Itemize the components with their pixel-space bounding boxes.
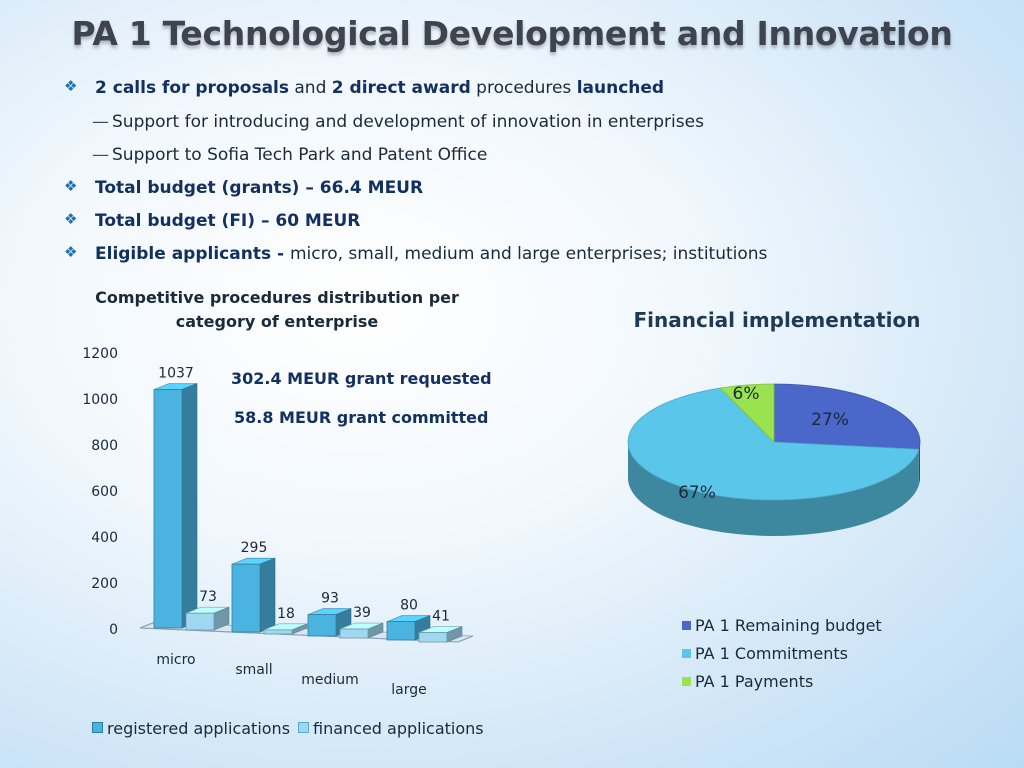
legend-swatch-icon xyxy=(682,649,691,658)
dash-bullet-icon: — xyxy=(92,112,109,132)
sub-bullet-text: Support for introducing and development … xyxy=(112,112,704,132)
legend-swatch-icon xyxy=(298,722,309,733)
bar-registered-applications-small xyxy=(231,563,261,633)
chart-floor xyxy=(139,621,474,643)
y-tick-label: 200 xyxy=(91,576,118,592)
legend-financed: financed applications xyxy=(298,719,484,738)
bar-financed-applications-large xyxy=(418,632,448,643)
data-label: 41 xyxy=(432,609,450,625)
bar-top xyxy=(263,623,308,631)
legend-label: PA 1 Remaining budget xyxy=(695,616,882,635)
pie-value-label: 67% xyxy=(678,483,716,503)
data-label: 80 xyxy=(400,598,418,614)
legend-registered: registered applications xyxy=(92,719,290,738)
legend-swatch-icon xyxy=(682,677,691,686)
x-tick-label: large xyxy=(391,682,426,698)
y-tick-label: 400 xyxy=(91,530,118,546)
bar-side xyxy=(259,557,276,633)
bullet-text: procedures xyxy=(470,78,577,98)
bullet-text: Total budget (grants) – 66.4 MEUR xyxy=(95,178,424,198)
y-tick-label: 1000 xyxy=(82,392,118,408)
bar-financed-applications-micro xyxy=(185,612,215,631)
legend-swatch-icon xyxy=(92,722,103,733)
data-label: 73 xyxy=(199,589,217,605)
diamond-bullet-icon: ❖ xyxy=(64,210,78,228)
bar-financed-applications-small xyxy=(263,629,293,635)
legend-swatch-icon xyxy=(682,621,691,630)
bullet-text: and xyxy=(288,78,332,98)
legend-label: registered applications xyxy=(107,719,291,738)
diamond-bullet-icon: ❖ xyxy=(64,243,78,261)
pie-chart-title: Financial implementation xyxy=(633,308,921,332)
pie-slice-PA-1-Remaining-budget xyxy=(773,383,921,450)
diamond-bullet-icon: ❖ xyxy=(64,77,78,95)
bar-top xyxy=(339,622,384,630)
bar-side xyxy=(367,622,384,639)
bar-top xyxy=(386,615,431,622)
bar-registered-applications-micro xyxy=(153,389,183,629)
bar-top xyxy=(185,606,230,614)
bar-top xyxy=(231,557,276,565)
y-tick-label: 600 xyxy=(91,484,118,500)
legend-label: financed applications xyxy=(313,719,484,738)
bullet-text: 2 calls for proposals xyxy=(95,78,289,98)
y-tick-label: 800 xyxy=(91,438,118,454)
data-label: 295 xyxy=(241,540,268,556)
bar-side xyxy=(414,615,431,641)
bullet-text: 2 direct award xyxy=(331,78,471,98)
bar-side xyxy=(335,608,352,637)
legend-remaining: PA 1 Remaining budget xyxy=(682,616,882,635)
data-label: 93 xyxy=(321,591,339,607)
bullet-text: Total budget (FI) – 60 MEUR xyxy=(95,211,361,231)
bar-registered-applications-large xyxy=(386,621,416,641)
bullet-text: Eligible applicants - xyxy=(95,244,290,264)
pie-slice-PA-1-Commitments xyxy=(627,387,920,501)
bullet-text: micro, small, medium and large enterpris… xyxy=(289,244,768,264)
bar-side xyxy=(213,606,230,631)
legend-label: PA 1 Payments xyxy=(695,672,814,691)
bar-top xyxy=(307,608,352,615)
bullet-text: launched xyxy=(576,78,665,98)
bar-registered-applications-medium xyxy=(307,614,337,637)
x-tick-label: small xyxy=(235,662,272,678)
bar-chart-title: Competitive procedures distribution per … xyxy=(95,288,459,331)
bar-side xyxy=(181,383,198,629)
diamond-bullet-icon: ❖ xyxy=(64,177,78,195)
bar-side xyxy=(291,623,308,635)
x-tick-label: micro xyxy=(156,652,195,668)
x-tick-label: medium xyxy=(301,672,359,688)
pie-slice-PA-1-Payments xyxy=(719,383,775,443)
legend-payments: PA 1 Payments xyxy=(682,672,813,691)
grant-requested-label: 302.4 MEUR grant requested xyxy=(231,369,492,388)
y-tick-label: 0 xyxy=(109,622,118,638)
data-label: 39 xyxy=(353,605,371,621)
data-label: 18 xyxy=(277,606,295,622)
data-label: 1037 xyxy=(158,365,194,381)
bar-top xyxy=(418,626,463,633)
pie-value-label: 27% xyxy=(811,410,849,430)
legend-label: PA 1 Commitments xyxy=(695,644,848,663)
bar-top xyxy=(153,383,198,390)
slide-title: PA 1 Technological Development and Innov… xyxy=(71,14,953,53)
sub-bullet-text: Support to Sofia Tech Park and Patent Of… xyxy=(112,145,488,165)
dash-bullet-icon: — xyxy=(92,145,109,165)
x-axis-line xyxy=(139,627,459,643)
grant-committed-label: 58.8 MEUR grant committed xyxy=(234,408,489,427)
pie-side xyxy=(628,442,919,537)
bar-side xyxy=(446,626,463,643)
pie-side xyxy=(918,442,920,486)
bar-financed-applications-medium xyxy=(339,628,369,639)
y-tick-label: 1200 xyxy=(82,346,118,362)
pie-value-label: 6% xyxy=(733,384,760,404)
legend-commitments: PA 1 Commitments xyxy=(682,644,848,663)
